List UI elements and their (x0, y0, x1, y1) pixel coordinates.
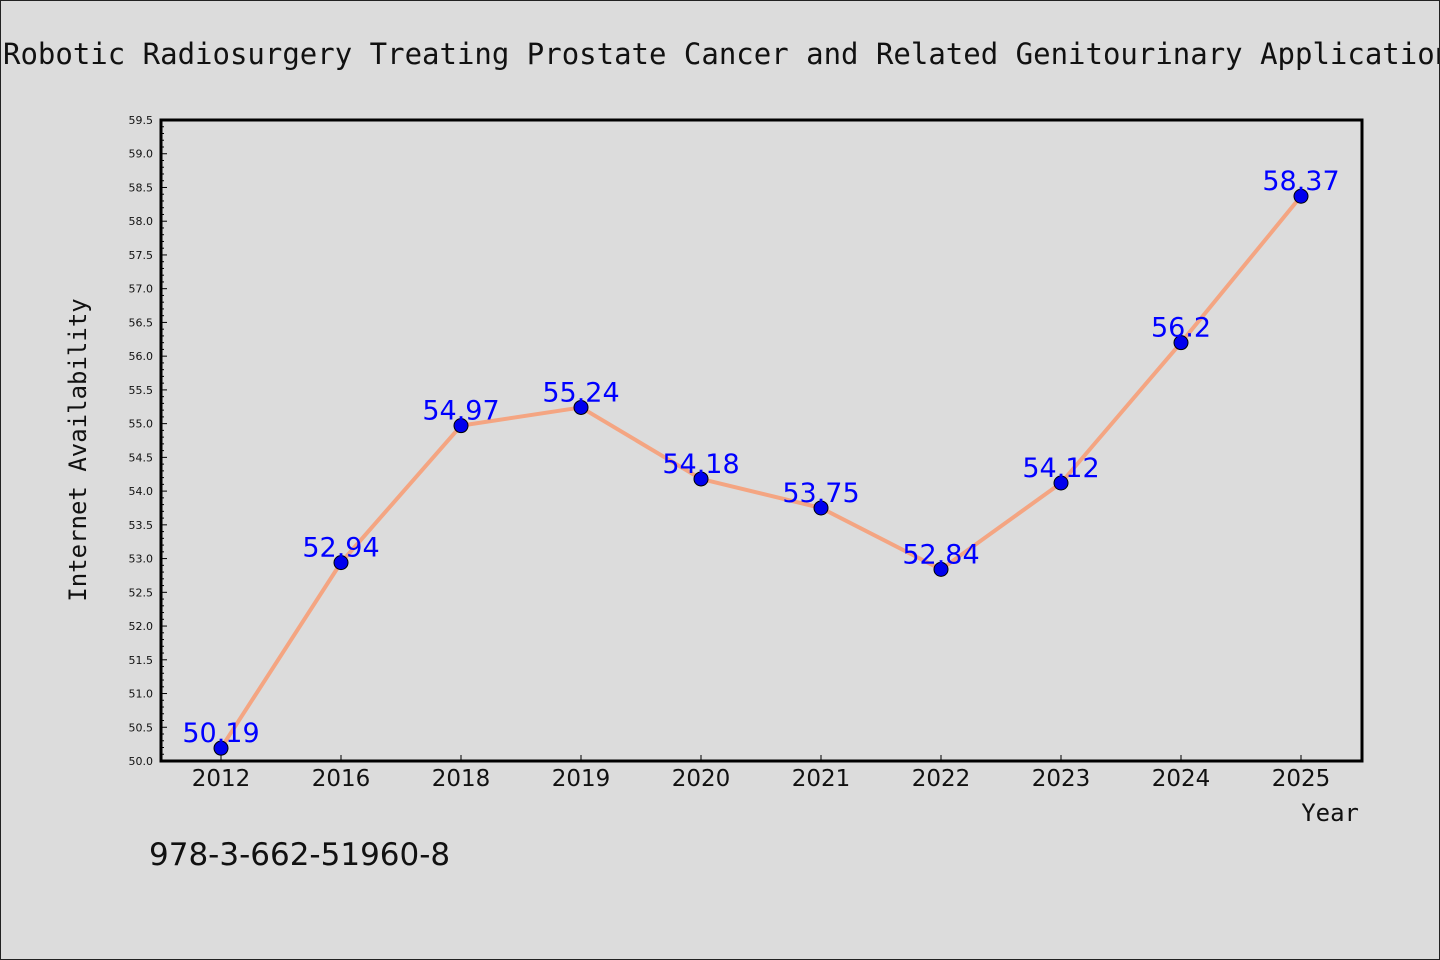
data-point (213, 740, 229, 756)
data-point (1053, 475, 1069, 491)
series-line-group (219, 194, 1303, 750)
data-label: 55.24 (542, 377, 619, 408)
y-tick-label: 50.0 (129, 755, 154, 768)
x-tick-label: 2023 (1032, 766, 1091, 792)
isbn-annotation: 978-3-662-51960-8 (149, 837, 450, 873)
data-point (1173, 335, 1189, 351)
y-axis-label: Internet Availability (64, 298, 92, 601)
data-point (573, 399, 589, 415)
data-point (693, 471, 709, 487)
data-point (1293, 188, 1309, 204)
x-tick-label: 2012 (192, 766, 251, 792)
y-tick-label: 57.5 (129, 249, 154, 262)
y-tick-label: 54.0 (129, 485, 154, 498)
plot-frame (159, 118, 1364, 763)
y-tick-label: 53.0 (129, 553, 154, 566)
x-axis-ticks: 2012 2016 2018 2019 2020 2021 2022 2023 2024 2025 (192, 755, 1331, 792)
data-label: 52.94 (302, 533, 379, 564)
y-tick-label: 54.5 (129, 451, 154, 464)
x-axis-label: Year (1301, 799, 1359, 827)
y-tick-label: 55.5 (129, 384, 154, 397)
y-tick-label: 50.5 (129, 721, 154, 734)
y-tick-label: 58.5 (129, 181, 154, 194)
y-tick-label: 53.5 (129, 519, 154, 532)
y-tick-label: 51.5 (129, 654, 154, 667)
data-label: 56.2 (1151, 313, 1211, 344)
y-tick-label: 56.0 (129, 350, 154, 363)
data-point (933, 561, 949, 577)
data-label: 50.19 (182, 718, 259, 749)
data-point (333, 555, 349, 571)
data-label: 53.75 (782, 478, 859, 509)
y-tick-label: 56.5 (129, 316, 154, 329)
data-label: 54.18 (662, 449, 739, 480)
y-tick-label: 51.0 (129, 688, 154, 701)
y-tick-label: 58.0 (129, 215, 154, 228)
x-tick-label: 2018 (432, 766, 491, 792)
y-tick-label: 52.0 (129, 620, 154, 633)
data-label: 54.12 (1022, 453, 1099, 484)
y-tick-label: 59.0 (129, 148, 154, 161)
chart-title: Robotic Radiosurgery Treating Prostate C… (3, 37, 1439, 71)
x-tick-label: 2022 (912, 766, 971, 792)
data-labels: 50.19 52.94 54.97 55.24 54.18 53.75 52.84 54.12… (182, 166, 1339, 749)
x-tick-label: 2016 (312, 766, 371, 792)
data-label: 54.97 (422, 396, 499, 427)
y-tick-label: 55.0 (129, 418, 154, 431)
data-label: 52.84 (902, 539, 979, 570)
x-tick-label: 2021 (792, 766, 851, 792)
data-point (813, 500, 829, 516)
series-line (219, 194, 1303, 750)
data-point (453, 418, 469, 434)
y-tick-label: 59.5 (129, 114, 154, 127)
x-tick-label: 2025 (1272, 766, 1331, 792)
y-tick-label: 52.5 (129, 586, 154, 599)
y-tick-label: 57.0 (129, 283, 154, 296)
x-tick-label: 2024 (1152, 766, 1211, 792)
data-label: 58.37 (1262, 166, 1339, 197)
data-markers (213, 188, 1309, 756)
x-tick-label: 2019 (552, 766, 611, 792)
x-tick-label: 2020 (672, 766, 731, 792)
